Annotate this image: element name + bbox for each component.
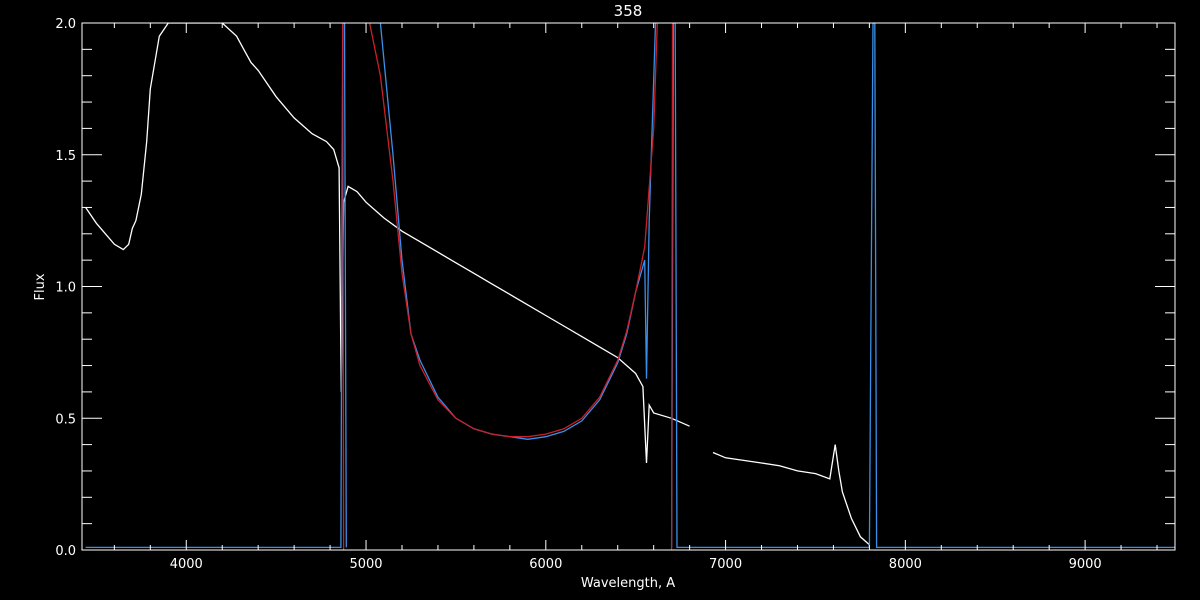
- x-axis-label: Wavelength, A: [581, 576, 675, 591]
- series-2-segment-2: [379, 23, 657, 440]
- series-3-segment-1: [342, 23, 345, 550]
- x-tick-label: 5000: [349, 557, 382, 572]
- y-axis-label: Flux: [33, 273, 48, 300]
- series-3-segment-3: [670, 23, 674, 550]
- series-3-segment-2: [368, 23, 658, 438]
- axis-ticks: 4000 5000 6000 7000 8000 9000 0.0 0.5 1.0 1.5 2.0: [55, 17, 1175, 572]
- y-tick-label: 1.0: [55, 281, 76, 296]
- chart-title: 358: [614, 2, 643, 20]
- series-1-segment-2: [712, 444, 870, 546]
- y-tick-label: 1.5: [55, 149, 76, 164]
- x-tick-label: 6000: [529, 557, 562, 572]
- y-tick-label: 0.0: [55, 544, 76, 559]
- series-2-segment-1: [85, 23, 347, 549]
- x-tick-label: 7000: [709, 557, 742, 572]
- x-tick-label: 9000: [1069, 557, 1102, 572]
- x-tick-label: 4000: [170, 557, 203, 572]
- series-1-segment-1: [85, 23, 690, 464]
- y-tick-label: 0.5: [55, 412, 76, 427]
- y-tick-label: 2.0: [55, 17, 76, 32]
- x-tick-label: 8000: [889, 557, 922, 572]
